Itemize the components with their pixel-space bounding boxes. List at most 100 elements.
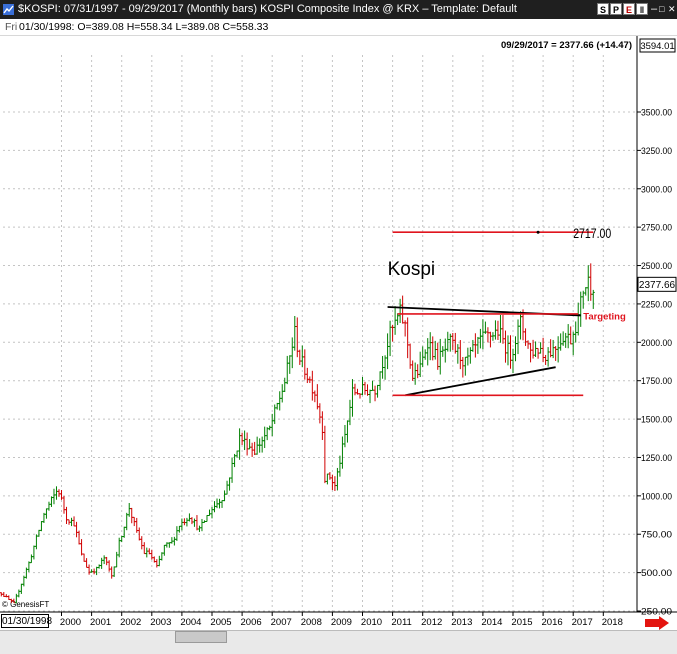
ohlc-bar <box>527 340 530 349</box>
ohlc-bar <box>451 333 454 350</box>
x-tick-label: 2016 <box>542 617 563 628</box>
ohlc-bar <box>481 319 484 349</box>
x-tick-label: 2002 <box>120 617 141 628</box>
ohlc-bar <box>78 531 81 545</box>
ohlc-bar <box>589 263 592 300</box>
ohlc-bar <box>228 477 231 490</box>
ohlc-bar <box>326 474 329 485</box>
ohlc-bar <box>542 338 545 362</box>
ohlc-bar <box>115 552 118 567</box>
grid-layer <box>3 55 637 612</box>
scroll-thumb[interactable] <box>175 631 227 643</box>
ohlc-bar <box>456 344 459 364</box>
y-tick-label: 750.00 <box>641 530 672 541</box>
ohlc-bar <box>446 332 449 352</box>
ohlc-bar <box>486 327 489 342</box>
y-tick-label: 500.00 <box>641 568 672 579</box>
ohlc-bar <box>185 518 188 527</box>
edit-button[interactable]: E <box>623 3 635 15</box>
ohlc-bar <box>496 321 499 340</box>
ohlc-bar <box>286 356 289 384</box>
p-button[interactable]: P <box>610 3 622 15</box>
minimize-button[interactable]: – <box>651 0 657 19</box>
ohlc-bar <box>592 290 595 309</box>
ohlc-bar <box>193 519 196 527</box>
target-marker <box>537 231 540 234</box>
s-button[interactable]: S <box>597 3 609 15</box>
ohlc-bar <box>517 319 520 354</box>
ohlc-bar <box>441 346 444 357</box>
ohlc-bar <box>514 336 517 361</box>
x-tick-label: 2014 <box>481 617 502 628</box>
ohlc-bar <box>30 554 33 562</box>
ohlc-bar <box>281 384 284 402</box>
ohlc-bar <box>416 364 419 378</box>
y-tick-label: 2250.00 <box>641 299 672 310</box>
maximize-button[interactable]: □ <box>659 0 664 19</box>
ohlc-bar <box>83 554 86 562</box>
lower-trendline <box>405 367 556 395</box>
targeting-label: Targeting <box>583 312 626 323</box>
scrollbar-area[interactable] <box>0 630 677 654</box>
ohlc-bar <box>17 590 20 598</box>
ohlc-bar <box>246 433 249 456</box>
ohlc-bar <box>298 350 301 365</box>
ohlc-bar <box>529 343 532 362</box>
ohlc-bar <box>328 472 331 480</box>
ohlc-bar <box>128 503 131 517</box>
ohlc-bar <box>195 515 198 530</box>
ohlc-bar <box>261 437 264 453</box>
ohlc-bar <box>459 340 462 369</box>
ohlc-bar <box>406 317 409 358</box>
ohlc-bar <box>143 542 146 554</box>
ohlc-bar <box>35 534 38 549</box>
x-tick-label: 2009 <box>331 617 352 628</box>
ohlc-bar <box>524 328 527 346</box>
ohlc-bar <box>123 527 126 538</box>
ohlc-bar <box>489 332 492 348</box>
ohlc-bar <box>110 566 113 578</box>
ohlc-bar <box>504 331 507 363</box>
price-chart[interactable]: 250.00500.00750.001000.001250.001500.001… <box>0 36 677 652</box>
ohlc-bar <box>278 391 281 410</box>
ohlc-bar <box>401 296 404 324</box>
ohlc-bar <box>321 411 324 440</box>
ohlc-bar <box>80 539 83 555</box>
ohlc-bar <box>351 379 354 417</box>
y-tick-label: 1250.00 <box>641 453 672 464</box>
ohlc-bar <box>501 315 504 344</box>
y-tick-label: 1500.00 <box>641 415 672 426</box>
ohlc-bar <box>346 420 349 442</box>
ohlc-bar <box>371 381 374 391</box>
ohlc-bar <box>316 384 319 409</box>
title-bar: $KOSPI: 07/31/1997 - 09/29/2017 (Monthly… <box>0 0 677 19</box>
ohlc-bar <box>163 545 166 556</box>
ohlc-bar <box>243 431 246 451</box>
scroll-right-arrow-icon[interactable] <box>645 616 669 630</box>
ohlc-bar <box>231 457 234 482</box>
ohlc-bar <box>562 331 565 345</box>
ohlc-bar <box>63 496 66 514</box>
ohlc-bar <box>361 377 364 395</box>
ohlc-bar <box>471 340 474 352</box>
pause-button[interactable]: ‖ <box>636 3 648 15</box>
ohlc-bar <box>216 498 219 508</box>
ohlc-bar <box>376 385 379 398</box>
ohlc-bar <box>173 537 176 546</box>
ohlc-bar <box>188 513 191 521</box>
close-button[interactable]: ✕ <box>668 0 676 19</box>
ohlc-bar <box>364 382 367 395</box>
ohlc-bar <box>271 414 274 436</box>
ohlc-bar <box>65 507 68 524</box>
ohlc-bar <box>479 329 482 349</box>
x-tick-label: 2000 <box>60 617 81 628</box>
ohlc-bar <box>343 425 346 447</box>
x-tick-label: 2017 <box>572 617 593 628</box>
ohlc-bar <box>100 558 103 569</box>
ohlc-bar <box>130 508 133 523</box>
x-tick-label: 2006 <box>241 617 262 628</box>
watermark: © GenesisFT <box>2 600 49 609</box>
ohlc-bar <box>70 518 73 526</box>
ohlc-bar <box>569 326 572 344</box>
ohlc-bar <box>52 489 55 504</box>
